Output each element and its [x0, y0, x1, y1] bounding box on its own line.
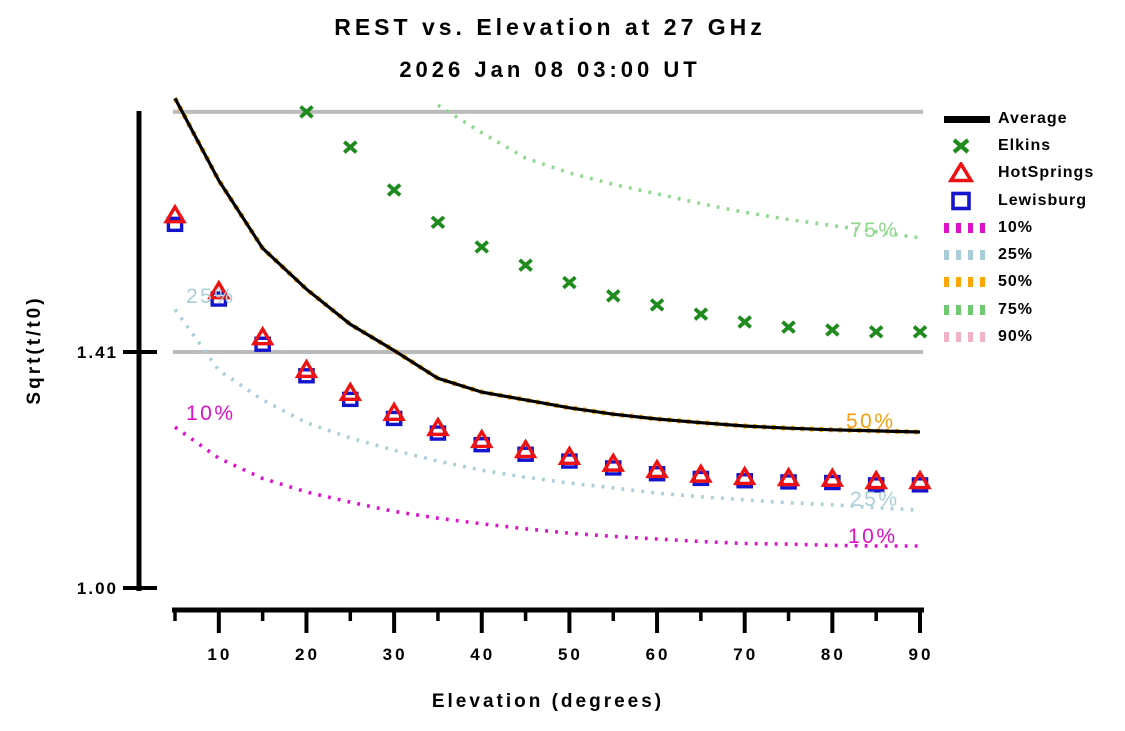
legend-label: 10%: [998, 218, 1034, 236]
legend-label: 25%: [998, 246, 1034, 264]
dashes-icon: [940, 299, 990, 321]
triangle-icon: [940, 162, 990, 184]
legend-item-elkins: Elkins: [940, 132, 1122, 159]
markers-hotsprings: [163, 203, 932, 490]
y-ticks: 1.41 1.00: [77, 343, 157, 598]
curves: [172, 97, 921, 548]
axes: [136, 111, 924, 613]
legend-item-lewisburg: Lewisburg: [940, 187, 1122, 214]
annotation-10pct: 10%: [848, 525, 898, 548]
annotation-10pct: 10%: [186, 402, 236, 425]
y-tick-label: 1.00: [77, 579, 118, 598]
chart-title: REST vs. Elevation at 27 GHz: [334, 14, 766, 40]
markers-elkins: [299, 105, 928, 339]
legend-item-25pct: 25%: [940, 241, 1122, 268]
legend-label: HotSprings: [998, 164, 1095, 182]
line-icon: [940, 108, 990, 130]
x-tick-label: 70: [733, 645, 758, 664]
legend-item-10pct: 10%: [940, 214, 1122, 241]
x-tick-label: 10: [207, 645, 232, 664]
dashes-icon: [940, 271, 990, 293]
legend-item-average: Average: [940, 105, 1122, 132]
reference-lines: [173, 109, 923, 354]
legend-item-75pct: 75%: [940, 296, 1122, 323]
dashes-icon: [940, 244, 990, 266]
x-tick-label: 50: [558, 645, 583, 664]
legend-label: Lewisburg: [998, 191, 1088, 209]
x-axis-label: Elevation (degrees): [432, 691, 664, 712]
chart-subtitle: 2026 Jan 08 03:00 UT: [399, 57, 701, 82]
legend-label: 90%: [998, 328, 1034, 346]
y-tick-label: 1.41: [77, 343, 118, 362]
annotation-25pct: 25%: [186, 285, 236, 308]
series-25pct: [173, 308, 921, 512]
y-axis-label: Sqrt(t/t0): [24, 295, 45, 404]
x-icon: [940, 135, 990, 157]
annotation-50pct: 50%: [846, 410, 896, 433]
annotation-75pct: 75%: [850, 219, 900, 242]
x-ticks: 10 20 30 40 50 60 70 80 90: [173, 608, 934, 664]
series-75pct: [436, 103, 921, 240]
legend-label: 50%: [998, 273, 1034, 291]
legend-label: Elkins: [998, 136, 1052, 154]
annotation-25pct: 25%: [850, 488, 900, 511]
dashes-icon: [940, 217, 990, 239]
legend-label: Average: [998, 109, 1068, 127]
axis-titles: Elevation (degrees) Sqrt(t/t0): [24, 295, 664, 712]
legend-item-hotsprings: HotSprings: [940, 160, 1122, 187]
dashes-icon: [940, 326, 990, 348]
series-50pct: [172, 97, 921, 435]
x-tick-label: 30: [383, 645, 408, 664]
square-icon: [940, 190, 990, 212]
series-10pct: [173, 425, 920, 548]
markers: [163, 105, 932, 493]
series-average: [173, 97, 921, 434]
markers-lewisburg: [166, 216, 929, 493]
x-tick-label: 60: [646, 645, 671, 664]
plot-annotations: 25% 10% 75% 50% 25% 10%: [186, 219, 900, 548]
x-tick-label: 90: [909, 645, 934, 664]
legend-item-90pct: 90%: [940, 323, 1122, 350]
legend-label: 75%: [998, 300, 1034, 318]
legend-item-50pct: 50%: [940, 269, 1122, 296]
legend: Average Elkins HotSprings Lewisburg 10% 25% 50…: [940, 105, 1122, 351]
x-tick-label: 80: [821, 645, 846, 664]
x-tick-label: 40: [470, 645, 495, 664]
x-tick-label: 20: [295, 645, 320, 664]
